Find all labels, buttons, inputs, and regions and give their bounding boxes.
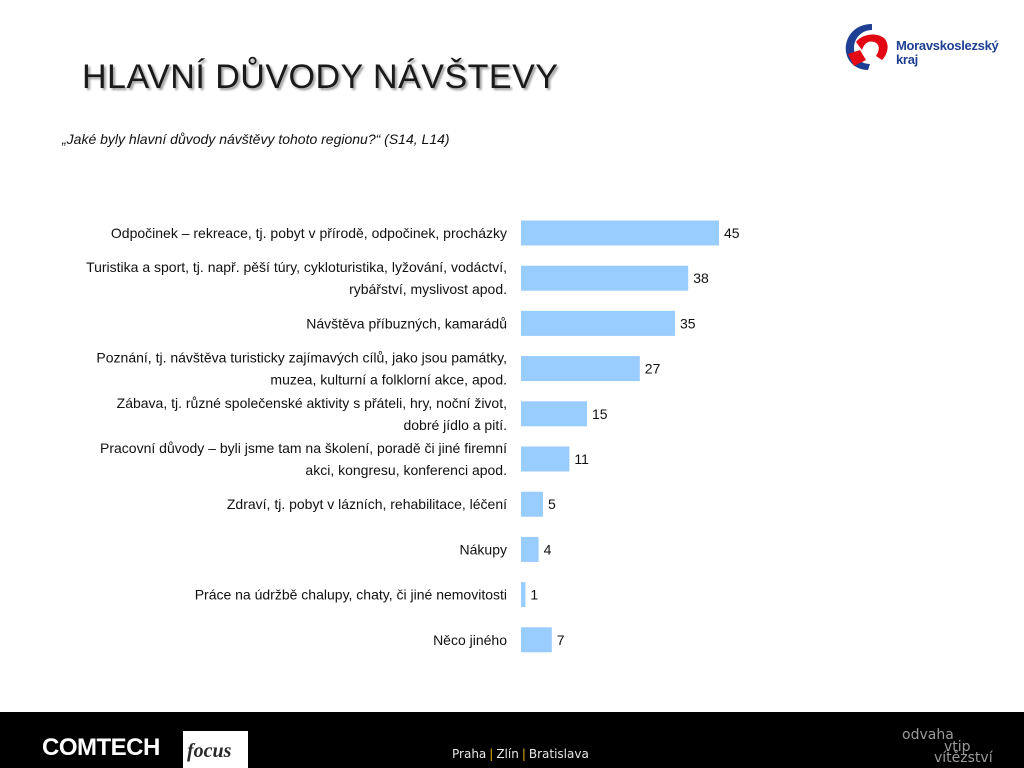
bar-2 bbox=[521, 265, 689, 291]
value-label-8: 4 bbox=[544, 541, 552, 557]
bar-6 bbox=[521, 446, 570, 472]
bar-10 bbox=[521, 627, 552, 653]
value-label-1: 45 bbox=[724, 225, 740, 241]
category-label-2-line-1: Turistika a sport, tj. např. pěší túry, … bbox=[86, 259, 507, 275]
logo-red-shape bbox=[856, 34, 888, 60]
footer bbox=[0, 712, 1024, 768]
moravskoslezsky-kraj-logo bbox=[845, 24, 888, 70]
category-label-9-line-1: Práce na údržbě chalupy, chaty, či jiné … bbox=[195, 587, 507, 603]
focus-logo: focus bbox=[183, 731, 248, 768]
category-label-8-line-1: Nákupy bbox=[460, 541, 507, 557]
focus-logo-text: focus bbox=[187, 740, 232, 762]
footer-cities: Praha | Zlín | Bratislava bbox=[452, 747, 589, 761]
value-label-3: 35 bbox=[680, 315, 696, 331]
value-label-6: 11 bbox=[574, 451, 589, 467]
logo-text-line2: kraj bbox=[896, 52, 918, 67]
category-label-4-line-1: Poznání, tj. návštěva turisticky zajímav… bbox=[96, 350, 507, 366]
city-zlin: Zlín bbox=[496, 747, 519, 761]
bar-3 bbox=[521, 310, 675, 336]
motto-vitezstvi: vítězství bbox=[934, 750, 993, 766]
category-label-7-line-1: Zdraví, tj. pobyt v lázních, rehabilitac… bbox=[227, 496, 507, 512]
category-label-3-line-1: Návštěva příbuzných, kamarádů bbox=[306, 315, 507, 331]
category-label-10-line-1: Něco jiného bbox=[433, 632, 507, 648]
motto-vtip: vtip bbox=[944, 739, 971, 755]
value-label-7: 5 bbox=[548, 496, 556, 512]
value-label-10: 7 bbox=[557, 632, 565, 648]
category-label-1-line-1: Odpočinek – rekreace, tj. pobyt v přírod… bbox=[111, 225, 507, 241]
category-label-5-line-2: dobré jídlo a pití. bbox=[403, 417, 507, 433]
motto-odvaha: odvaha bbox=[902, 727, 954, 743]
comtech-logo: COMTECH bbox=[42, 734, 160, 761]
category-label-4-line-2: muzea, kulturní a folklorní akce, apod. bbox=[270, 372, 507, 388]
category-label-2-line-2: rybářství, myslivost apod. bbox=[349, 281, 507, 297]
page-title: HLAVNÍ DŮVODY NÁVŠTEVY bbox=[82, 58, 559, 96]
city-praha: Praha bbox=[452, 747, 487, 761]
bar-9 bbox=[521, 582, 526, 608]
bar-5 bbox=[521, 401, 587, 427]
category-label-6-line-1: Pracovní důvody – byli jsme tam na škole… bbox=[100, 440, 507, 456]
value-label-4: 27 bbox=[645, 361, 661, 377]
value-label-2: 38 bbox=[693, 270, 709, 286]
city-bratislava: Bratislava bbox=[528, 747, 589, 761]
bar-1 bbox=[521, 220, 719, 246]
category-label-5-line-1: Zábava, tj. různé společenské aktivity s… bbox=[117, 395, 507, 411]
bar-7 bbox=[521, 491, 543, 517]
bar-4 bbox=[521, 356, 640, 382]
category-label-6-line-2: akci, kongresu, konferenci apod. bbox=[305, 462, 507, 478]
logo-text: Moravskoslezský kraj bbox=[896, 38, 999, 67]
value-label-5: 15 bbox=[592, 406, 608, 422]
value-label-9: 1 bbox=[530, 587, 538, 603]
chart-subtitle: „Jaké byly hlavní důvody návštěvy tohoto… bbox=[62, 131, 450, 147]
bar-8 bbox=[521, 536, 539, 562]
logo-text-line1: Moravskoslezský bbox=[896, 38, 999, 53]
logo-red-wing bbox=[848, 50, 866, 66]
